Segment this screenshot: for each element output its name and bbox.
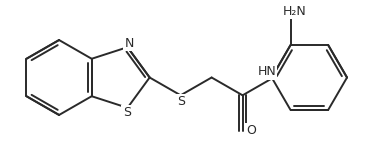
Text: H₂N: H₂N bbox=[282, 5, 306, 18]
Text: HN: HN bbox=[257, 65, 276, 78]
Text: N: N bbox=[125, 37, 134, 50]
Text: O: O bbox=[246, 124, 256, 137]
Text: S: S bbox=[123, 106, 131, 119]
Text: HN: HN bbox=[257, 65, 276, 78]
Text: O: O bbox=[246, 124, 256, 137]
Text: H₂N: H₂N bbox=[282, 5, 306, 18]
Text: S: S bbox=[123, 106, 131, 119]
Text: S: S bbox=[177, 95, 185, 108]
Text: S: S bbox=[177, 95, 185, 108]
Text: N: N bbox=[125, 37, 134, 50]
